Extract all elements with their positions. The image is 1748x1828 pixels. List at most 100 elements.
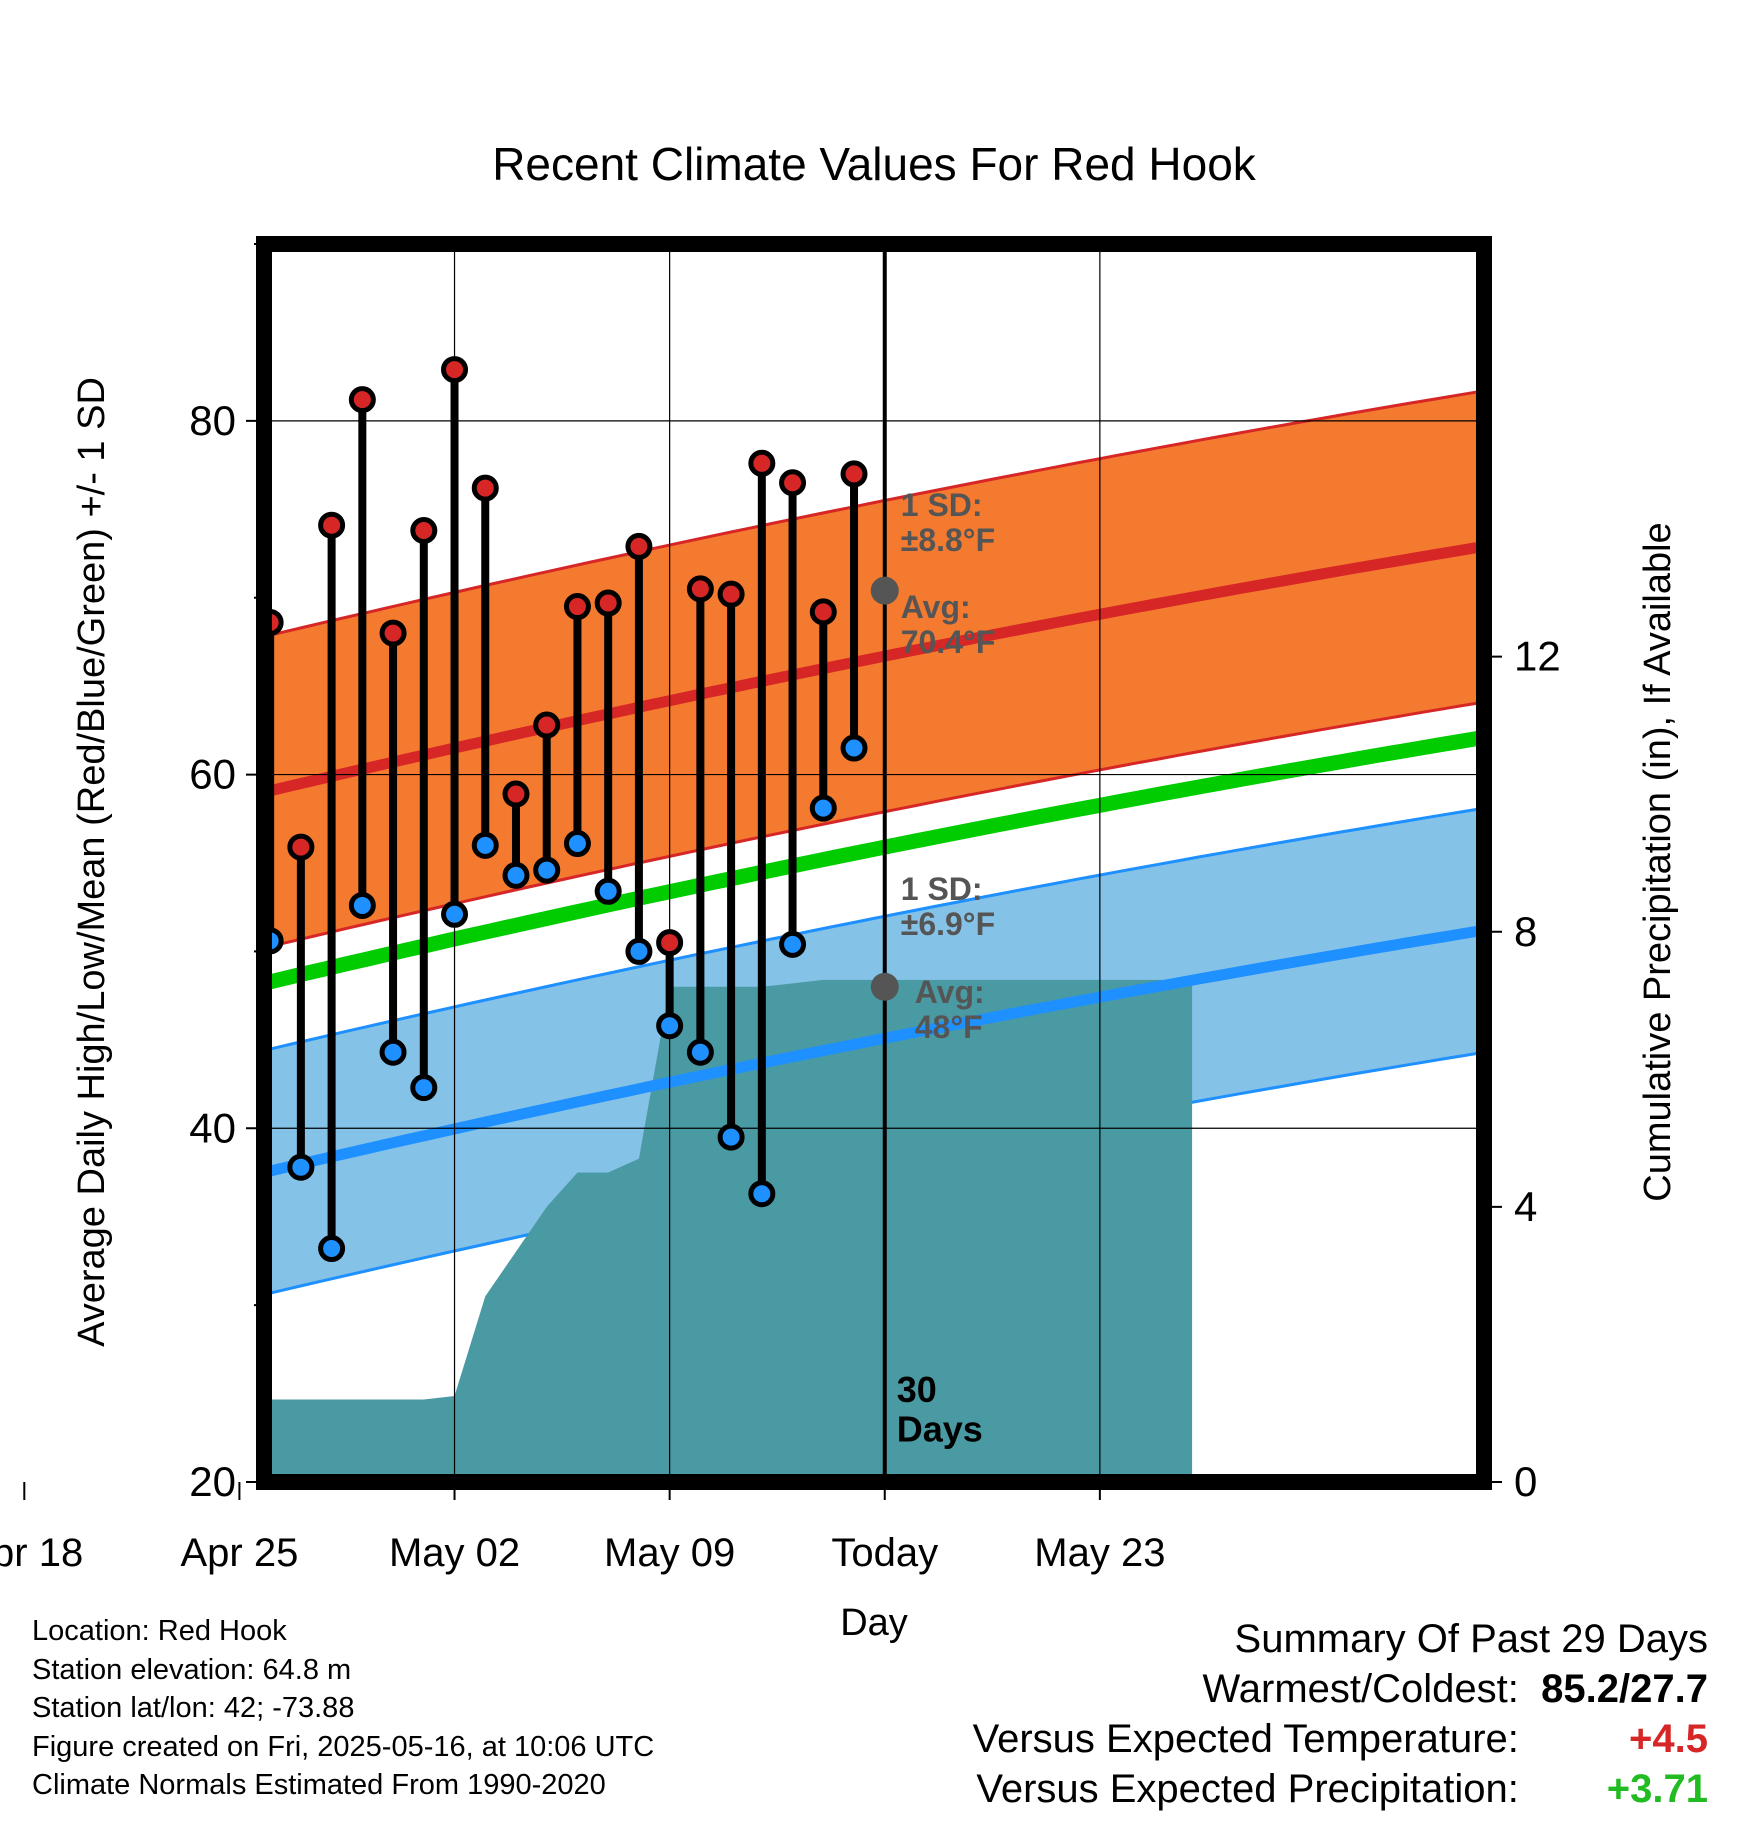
summary-temp-row: Versus Expected Temperature: +4.5: [973, 1714, 1708, 1764]
low-temp-point: [0, 1225, 5, 1247]
summary-panel: Summary Of Past 29 Days Warmest/Coldest:…: [973, 1614, 1708, 1814]
high-temp-point: [686, 575, 714, 603]
high-sd-band-lower-edge: [264, 700, 1484, 950]
high-temp-point: [656, 929, 684, 957]
high-temp-point: [287, 833, 315, 861]
high-temp-point: [840, 460, 868, 488]
low-temp-point: [533, 856, 561, 884]
high-temp-point: [717, 580, 745, 608]
x-tick-label: Apr 18: [0, 1531, 83, 1575]
high-temp-point: [167, 516, 189, 538]
station-info: Location: Red Hook Station elevation: 64…: [32, 1612, 654, 1805]
low-sd-annotation: 1 SD: ±6.9°F: [901, 871, 995, 942]
info-created: Figure created on Fri, 2025-05-16, at 10…: [32, 1730, 655, 1763]
low-temp-point: [410, 1074, 438, 1102]
high-temp-point: [748, 449, 776, 477]
y2-tick-label: 0: [1514, 1458, 1537, 1505]
high-temp-point: [348, 386, 376, 414]
y-tick-label: 80: [189, 397, 236, 444]
precip-label: Versus Expected Precipitation:: [976, 1767, 1519, 1811]
high-temp-point: [563, 593, 591, 621]
high-temp-point: [502, 780, 530, 808]
info-elevation: Station elevation: 64.8 m: [32, 1653, 352, 1686]
high-sd-band: [264, 390, 1484, 948]
info-latlon: Station lat/lon: 42; -73.88: [32, 1692, 355, 1724]
low-temp-point: [748, 1180, 776, 1208]
low-temp-point: [471, 831, 499, 859]
temp-value: +4.5: [1629, 1717, 1708, 1761]
y2-tick-label: 12: [1514, 633, 1561, 680]
low-avg-annotation: Avg: 48°F: [915, 974, 985, 1045]
low-temp-point: [840, 734, 868, 762]
info-location: Location: Red Hook: [32, 1615, 287, 1647]
y2-axis-label: Cumulative Precipitation (in), If Availa…: [1637, 522, 1679, 1201]
high-sd-band-upper-edge: [264, 389, 1484, 639]
low-temp-point: [287, 1153, 315, 1181]
y-tick-label: 40: [189, 1104, 236, 1151]
low-temp-point: [441, 900, 469, 928]
low-temp-point: [625, 937, 653, 965]
low-temp-point: [44, 817, 66, 839]
plot-frame: [256, 236, 1492, 1490]
low-average-line: [264, 924, 1484, 1178]
high-temp-point: [779, 469, 807, 497]
low-temp-point: [594, 877, 622, 905]
high-average-line: [264, 540, 1484, 798]
high-sd-annotation: 1 SD: ±8.8°F: [901, 487, 995, 558]
high-temp-point: [0, 742, 5, 764]
x-tick-label: May 23: [1034, 1531, 1165, 1575]
summary-precip-row: Versus Expected Precipitation: +3.71: [973, 1764, 1708, 1814]
y2-tick-label: 8: [1514, 908, 1537, 955]
high-temp-point: [471, 474, 499, 502]
today-high-avg-marker: [870, 576, 899, 605]
x-tick-label: Today: [831, 1531, 938, 1575]
high-temp-point: [136, 475, 158, 497]
y-tick-label: 20: [189, 1458, 236, 1505]
low-temp-point: [502, 861, 530, 889]
x-tick-label: May 02: [389, 1531, 520, 1575]
summary-warmest-row: Warmest/Coldest: 85.2/27.7: [973, 1664, 1709, 1714]
days-label: 30 Days: [897, 1369, 983, 1450]
low-temp-point: [228, 909, 250, 931]
low-temp-point: [136, 988, 158, 1010]
low-temp-point: [563, 830, 591, 858]
high-temp-point: [441, 356, 469, 384]
high-temp-point: [594, 589, 622, 617]
low-sd-band-upper-edge: [264, 806, 1484, 1052]
low-temp-point: [656, 1012, 684, 1040]
low-temp-point: [779, 930, 807, 958]
low-temp-point: [379, 1038, 407, 1066]
precip-value: +3.71: [1606, 1767, 1708, 1811]
high-temp-point: [379, 619, 407, 647]
low-temp-point: [318, 1235, 346, 1263]
mean-average-line: [264, 730, 1484, 991]
warmest-label: Warmest/Coldest:: [1202, 1667, 1519, 1711]
info-normals: Climate Normals Estimated From 1990-2020: [32, 1769, 606, 1801]
temp-label: Versus Expected Temperature:: [972, 1717, 1519, 1761]
low-temp-point: [13, 1335, 35, 1357]
high-temp-point: [533, 711, 561, 739]
chart-title: Recent Climate Values For Red Hook: [492, 138, 1257, 190]
high-temp-point: [625, 532, 653, 560]
x-tick-label: May 09: [604, 1531, 735, 1575]
low-temp-point: [167, 1027, 189, 1049]
high-temp-point: [44, 318, 66, 340]
x-axis-label: Day: [840, 1602, 908, 1644]
summary-title: Summary Of Past 29 Days: [1234, 1617, 1708, 1661]
warmest-value: 85.2/27.7: [1541, 1667, 1708, 1711]
low-temp-point: [809, 794, 837, 822]
low-temp-point: [348, 891, 376, 919]
high-temp-point: [410, 517, 438, 545]
high-temp-point: [318, 511, 346, 539]
y2-tick-label: 4: [1514, 1183, 1537, 1230]
low-temp-point: [717, 1123, 745, 1151]
high-temp-point: [13, 574, 35, 596]
x-tick-label: Apr 25: [180, 1531, 298, 1575]
low-temp-point: [686, 1038, 714, 1066]
y-axis-label: Average Daily High/Low/Mean (Red/Blue/Gr…: [71, 377, 113, 1347]
high-avg-annotation: Avg: 70.4°F: [901, 589, 996, 660]
today-low-avg-marker: [870, 972, 899, 1001]
high-temp-point: [809, 598, 837, 626]
precipitation-area: [264, 979, 1193, 1482]
